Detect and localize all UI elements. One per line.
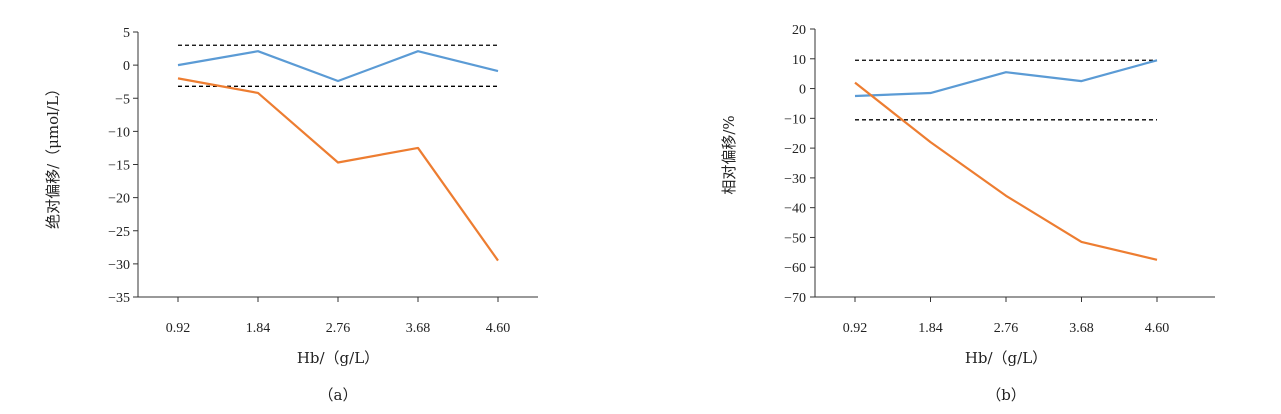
x-tick-label: 2.76 [326,321,351,336]
x-tick-label: 1.84 [246,321,271,336]
y-tick-label: −70 [784,291,806,306]
series-line-1 [854,59,1158,98]
x-tick-label: 4.60 [1145,321,1170,336]
y-tick-label: 20 [792,23,806,38]
y-tick-label: −40 [784,202,806,217]
x-tick-label: 2.76 [994,321,1019,336]
x-tick-label: 3.68 [406,321,431,336]
y-tick-label: −30 [108,258,130,273]
series-line-2 [177,77,499,262]
y-tick-label: −10 [784,112,806,127]
y-tick-label: −50 [784,231,806,246]
panel-label: （a） [319,386,358,404]
chart-panel-a: 5 0 −5 −10 −15 −20 −25 −30 −35 0.92 1.84 2.76 3.68 4.… [44,26,538,404]
y-tick-label: −20 [784,142,806,157]
y-tick-label: −60 [784,261,806,276]
y-tick-label: 0 [799,83,806,98]
panel-label: （b） [986,386,1026,404]
y-tick-label: 5 [123,26,130,41]
x-tick-label: 0.92 [843,321,868,336]
x-axis-title: Hb/（g/L） [965,349,1047,367]
y-axis-title: 相对偏移/% [720,115,738,194]
y-tick-label: 10 [792,53,806,68]
y-tick-label: 0 [123,59,130,74]
x-tick-label: 1.84 [918,321,943,336]
series-line-1 [177,50,499,83]
x-tick-label: 3.68 [1069,321,1094,336]
y-tick-label: −35 [108,291,130,306]
y-tick-label: −15 [108,159,130,174]
series-line-2 [854,81,1158,261]
x-tick-label: 4.60 [486,321,511,336]
x-axis-title: Hb/（g/L） [297,349,379,367]
y-tick-label: −25 [108,225,130,240]
y-tick-label: −30 [784,172,806,187]
y-axis-title: 绝对偏移/（μmol/L） [44,81,62,229]
y-tick-label: −20 [108,192,130,207]
y-tick-label: −5 [115,92,130,107]
y-tick-label: −10 [108,125,130,140]
chart-panel-b: 20 10 0 −10 −20 −30 −40 −50 −60 −70 0.92 1.84 2.76 3.… [720,23,1215,404]
x-tick-label: 0.92 [166,321,191,336]
